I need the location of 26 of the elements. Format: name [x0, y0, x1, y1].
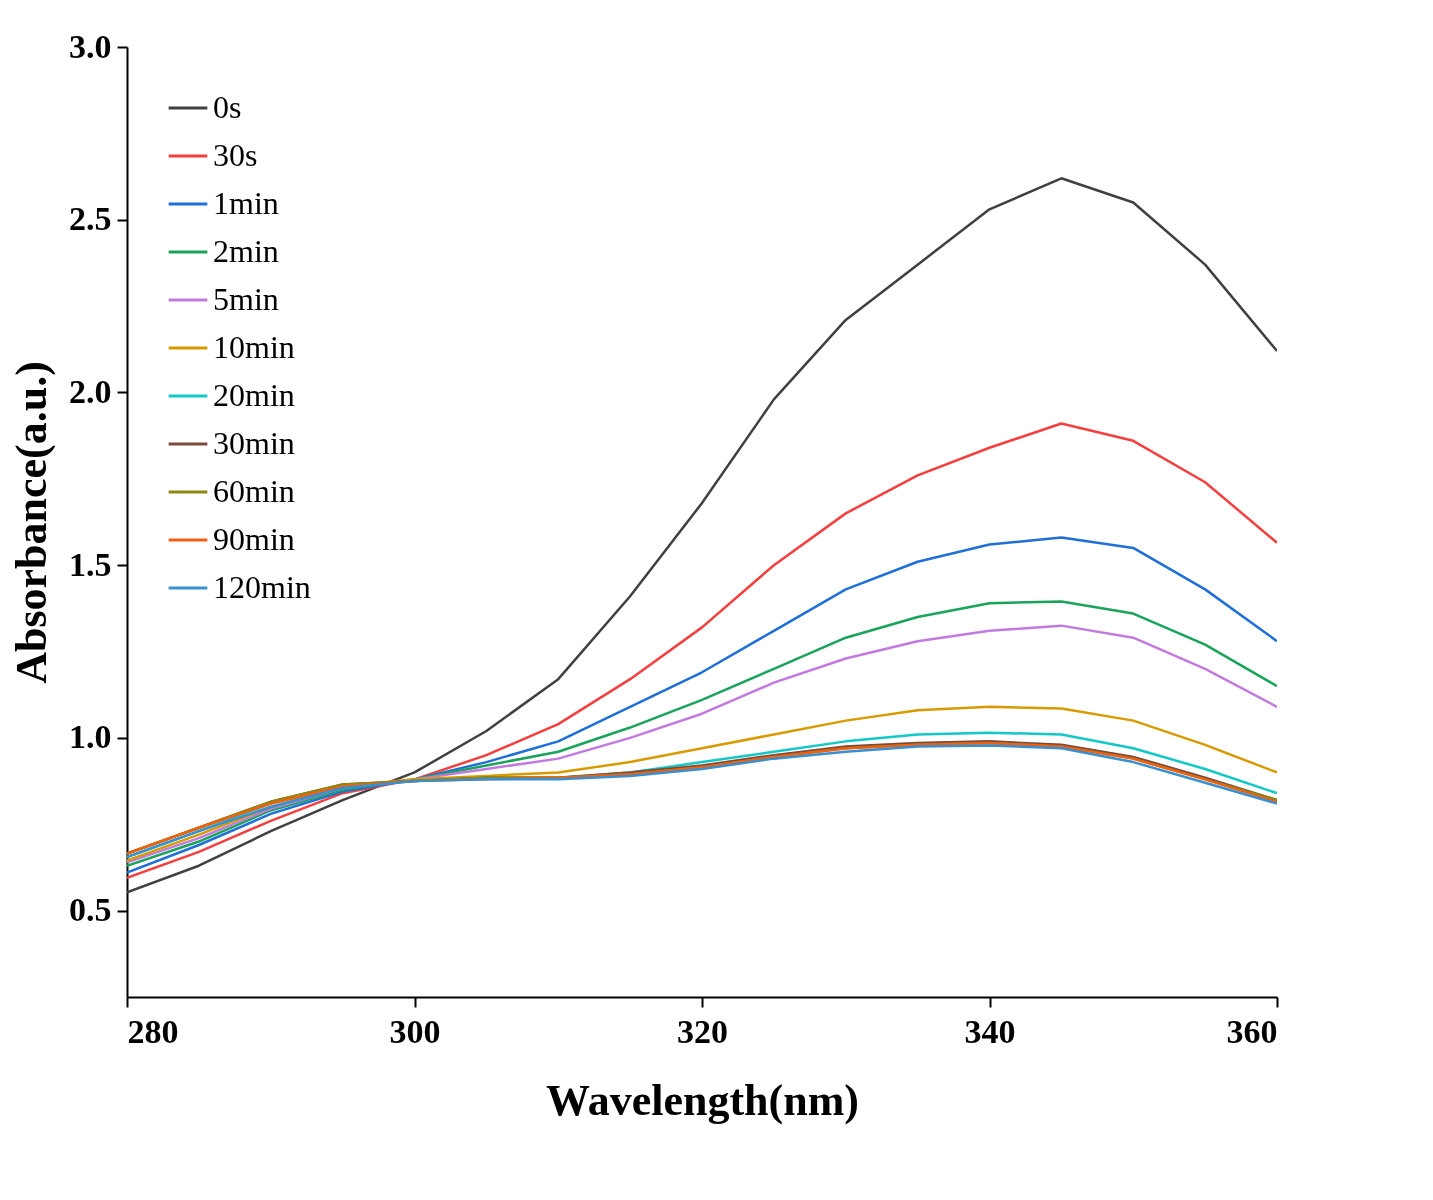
- legend-label: 5min: [213, 281, 279, 317]
- x-tick-label: 280: [127, 1012, 179, 1050]
- legend-label: 60min: [213, 473, 295, 509]
- x-axis-title: Wavelength(nm): [546, 1075, 859, 1125]
- y-tick-label: 1.5: [69, 545, 112, 583]
- x-tick-label: 320: [677, 1012, 728, 1050]
- x-tick-label: 340: [964, 1012, 1016, 1050]
- y-tick-label: 2.0: [69, 372, 112, 410]
- x-tick-label: 300: [389, 1012, 441, 1050]
- y-axis-title: Absorbance(a.u.): [7, 361, 56, 684]
- line-series: [127, 422, 1277, 880]
- legend-label: 120min: [213, 569, 311, 605]
- y-tick-label: 2.5: [69, 200, 112, 238]
- legend-label: 0s: [213, 89, 242, 125]
- legend-label: 2min: [213, 233, 279, 269]
- legend-label: 90min: [213, 521, 295, 557]
- legend-label: 20min: [213, 377, 295, 413]
- line-series: [127, 177, 1277, 894]
- y-tick-label: 3.0: [69, 27, 112, 65]
- legend-label: 30s: [213, 137, 258, 173]
- y-tick-label: 0.5: [69, 891, 112, 929]
- legend-label: 30min: [213, 425, 295, 461]
- legend-label: 10min: [213, 329, 295, 365]
- y-tick-label: 1.0: [69, 718, 112, 756]
- legend-label: 1min: [213, 185, 279, 221]
- x-tick-label: 360: [1226, 1012, 1278, 1050]
